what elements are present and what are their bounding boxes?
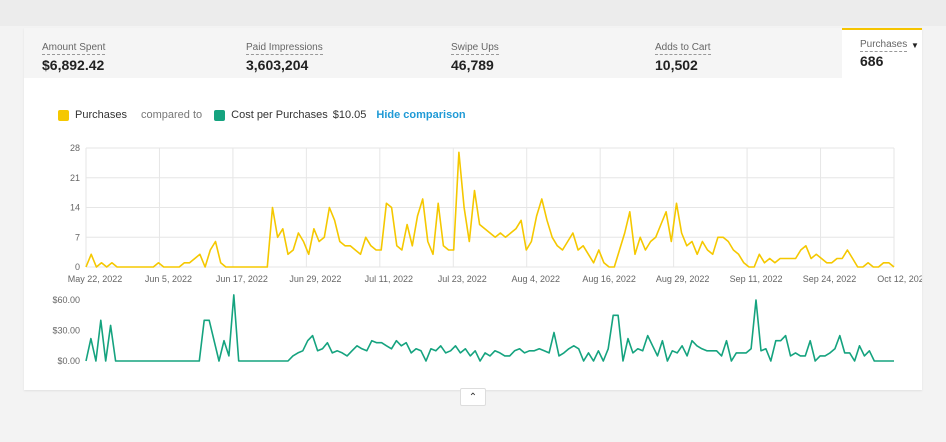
x-tick-label: May 22, 2022 <box>68 274 123 284</box>
metric-purchases[interactable]: Purchases ▼ 686 <box>842 28 922 78</box>
legend-secondary: Cost per Purchases <box>231 109 328 121</box>
comparison-chart: May 22, 2022 Jun 5, 2022 Jun 17, 2022 Jun 2… <box>52 143 922 366</box>
x-tick-label: Aug 29, 2022 <box>656 274 710 284</box>
cost-swatch <box>214 109 226 121</box>
y-tick-label: 0 <box>75 262 80 272</box>
x-tick-label: Jun 17, 2022 <box>216 274 268 284</box>
metric-value: 10,502 <box>655 57 698 73</box>
metric-paid-impressions[interactable]: Paid Impressions 3,603,204 <box>246 37 323 73</box>
y2-tick-label: $30.00 <box>52 326 80 336</box>
x-tick-label: Sep 24, 2022 <box>803 274 857 284</box>
metric-label: Adds to Cart <box>655 42 711 55</box>
metric-amount-spent[interactable]: Amount Spent $6,892.42 <box>42 37 106 73</box>
y2-tick-label: $60.00 <box>52 295 80 305</box>
metric-value: $6,892.42 <box>42 57 105 73</box>
caret-down-icon[interactable]: ▼ <box>911 41 919 50</box>
chart-legend: Purchases compared to Cost per Purchases… <box>58 108 466 122</box>
top-band <box>0 0 946 26</box>
x-tick-label: Jun 5, 2022 <box>145 274 192 284</box>
x-tick-label: Oct 12, 2022 <box>877 274 922 284</box>
x-tick-label: Aug 16, 2022 <box>582 274 636 284</box>
y-tick-label: 14 <box>70 203 80 213</box>
collapse-button[interactable]: ⌃ <box>460 388 486 406</box>
purchases-series-line <box>85 151 895 268</box>
legend-secondary-value: $10.05 <box>332 109 367 121</box>
y-tick-label: 21 <box>70 173 80 183</box>
metrics-row: Amount Spent $6,892.42 Paid Impressions … <box>24 28 922 78</box>
metric-adds-to-cart[interactable]: Adds to Cart 10,502 <box>655 37 711 73</box>
metric-value: 46,789 <box>451 57 494 73</box>
y-tick-label: 28 <box>70 143 80 153</box>
metric-value: 3,603,204 <box>246 57 309 73</box>
x-tick-label: Sep 11, 2022 <box>730 274 783 284</box>
legend-primary: Purchases <box>75 109 127 121</box>
legend-compared-text: compared to <box>140 109 203 121</box>
metric-label: Swipe Ups <box>451 42 499 55</box>
y2-tick-label: $0.00 <box>57 356 80 366</box>
x-tick-label: Jul 11, 2022 <box>365 274 413 284</box>
purchases-swatch <box>58 109 69 121</box>
cost-series-line <box>85 294 894 362</box>
metric-label: Paid Impressions <box>246 42 323 55</box>
y-tick-label: 7 <box>75 232 80 242</box>
metric-label: Purchases <box>860 39 908 52</box>
x-tick-label: Jul 23, 2022 <box>438 274 487 284</box>
hide-comparison-link[interactable]: Hide comparison <box>376 109 466 121</box>
x-tick-label: Aug 4, 2022 <box>511 274 560 284</box>
metric-value: 686 <box>860 53 884 69</box>
metric-label: Amount Spent <box>42 42 106 55</box>
chevron-up-icon: ⌃ <box>468 391 478 403</box>
performance-card: Amount Spent $6,892.42 Paid Impressions … <box>24 28 922 390</box>
metric-swipe-ups[interactable]: Swipe Ups 46,789 <box>451 37 499 73</box>
x-tick-label: Jun 29, 2022 <box>289 274 341 284</box>
